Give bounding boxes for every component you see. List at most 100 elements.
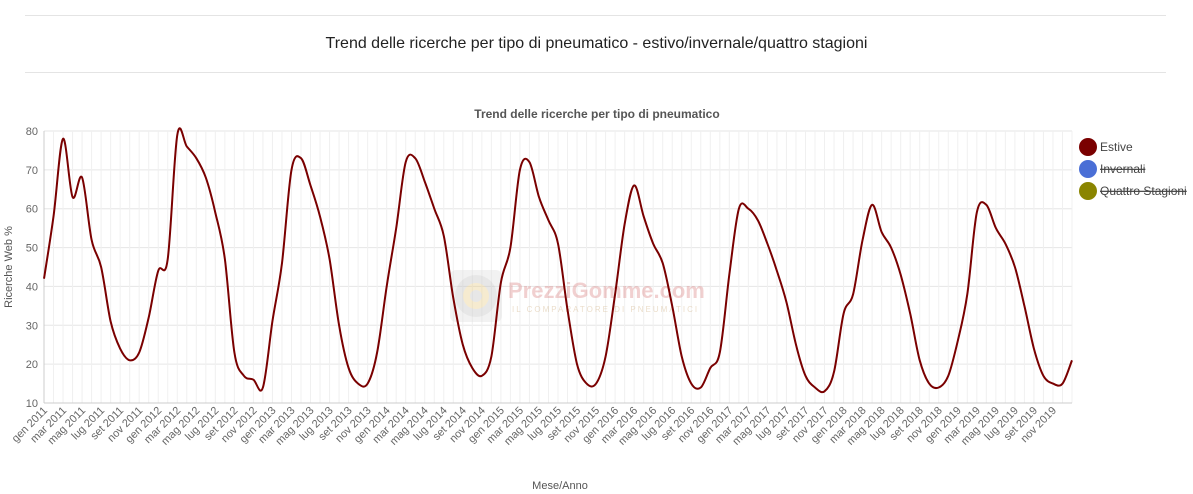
- data-point: [679, 354, 684, 359]
- y-axis: 10 20 30 40 50 60 70 80: [26, 126, 38, 410]
- legend-item-estive[interactable]: Estive: [1079, 138, 1133, 156]
- data-point: [80, 175, 85, 180]
- data-point: [118, 346, 123, 351]
- data-point: [594, 381, 599, 386]
- data-point: [927, 381, 932, 386]
- data-point: [356, 381, 361, 386]
- data-point: [755, 218, 760, 223]
- data-point: [299, 156, 304, 161]
- title-divider: [25, 72, 1166, 73]
- data-point: [175, 132, 180, 137]
- y-tick-label: 40: [26, 281, 38, 293]
- data-point: [908, 311, 913, 316]
- data-point: [632, 183, 637, 188]
- data-point: [289, 167, 294, 172]
- data-point: [898, 272, 903, 277]
- data-point: [413, 156, 418, 161]
- legend-label: Quattro Stagioni: [1100, 184, 1187, 198]
- data-point: [384, 284, 389, 289]
- legend-label: Invernali: [1100, 162, 1145, 176]
- data-point: [232, 350, 237, 355]
- y-tick-label: 20: [26, 359, 38, 371]
- data-point: [870, 202, 875, 207]
- data-point: [689, 381, 694, 386]
- data-point: [717, 350, 722, 355]
- legend-swatch-icon: [1079, 182, 1097, 200]
- series-line-estive: [43, 127, 1073, 394]
- y-tick-label: 50: [26, 243, 38, 255]
- legend-swatch-icon: [1079, 160, 1097, 178]
- data-point: [42, 276, 47, 281]
- y-axis-label: Ricerche Web %: [3, 226, 15, 308]
- data-point: [184, 144, 189, 149]
- data-point: [260, 385, 265, 390]
- data-point: [708, 366, 713, 371]
- data-point: [536, 195, 541, 200]
- y-tick-label: 80: [26, 126, 38, 138]
- data-point: [984, 202, 989, 207]
- data-point: [346, 366, 351, 371]
- data-point: [70, 195, 75, 200]
- data-point: [460, 342, 465, 347]
- legend-label: Estive: [1100, 140, 1133, 154]
- data-point: [279, 261, 284, 266]
- data-point: [270, 319, 275, 324]
- data-point: [308, 183, 313, 188]
- data-point: [774, 268, 779, 273]
- top-divider: [25, 15, 1166, 16]
- data-point: [841, 311, 846, 316]
- chart-title: Trend delle ricerche per tipo di pneumat…: [474, 107, 719, 121]
- data-point: [508, 245, 513, 250]
- grid: [43, 130, 1073, 404]
- data-point: [1031, 346, 1036, 351]
- data-point: [222, 257, 227, 262]
- data-point: [99, 265, 104, 270]
- data-point: [527, 160, 532, 165]
- data-point: [451, 296, 456, 301]
- data-point: [575, 362, 580, 367]
- watermark-tagline: IL COMPARATORE DI PNEUMATICI: [512, 305, 699, 314]
- tire-logo-icon: [450, 270, 502, 322]
- data-point: [622, 222, 627, 227]
- data-point: [213, 210, 218, 215]
- data-point: [108, 319, 113, 324]
- data-point: [736, 206, 741, 211]
- watermark: PrezziGomme.com IL COMPARATORE DI PNEUMA…: [450, 270, 705, 322]
- data-point: [556, 241, 561, 246]
- data-point: [803, 373, 808, 378]
- data-point: [194, 156, 199, 161]
- data-point: [203, 175, 208, 180]
- data-point: [137, 350, 142, 355]
- data-point: [432, 206, 437, 211]
- legend-swatch-icon: [1079, 138, 1097, 156]
- data-point: [651, 241, 656, 246]
- legend-item-invernali[interactable]: Invernali: [1079, 160, 1145, 178]
- data-point: [793, 342, 798, 347]
- data-point: [156, 268, 161, 273]
- data-point: [241, 373, 246, 378]
- data-point: [517, 167, 522, 172]
- data-point: [879, 230, 884, 235]
- data-point: [965, 292, 970, 297]
- data-point: [403, 160, 408, 165]
- data-point: [546, 218, 551, 223]
- data-point: [822, 389, 827, 394]
- data-point: [489, 354, 494, 359]
- legend-item-quattro-stagioni[interactable]: Quattro Stagioni: [1079, 182, 1187, 200]
- data-point: [375, 350, 380, 355]
- data-point: [327, 257, 332, 262]
- data-point: [318, 214, 323, 219]
- data-point: [936, 385, 941, 390]
- data-point: [670, 303, 675, 308]
- data-point: [784, 299, 789, 304]
- x-axis-label: Mese/Anno: [532, 480, 588, 492]
- data-point: [851, 292, 856, 297]
- data-point: [565, 307, 570, 312]
- data-point: [765, 241, 770, 246]
- data-point: [365, 381, 370, 386]
- y-tick-label: 10: [26, 398, 38, 410]
- data-point: [974, 210, 979, 215]
- data-point: [498, 280, 503, 285]
